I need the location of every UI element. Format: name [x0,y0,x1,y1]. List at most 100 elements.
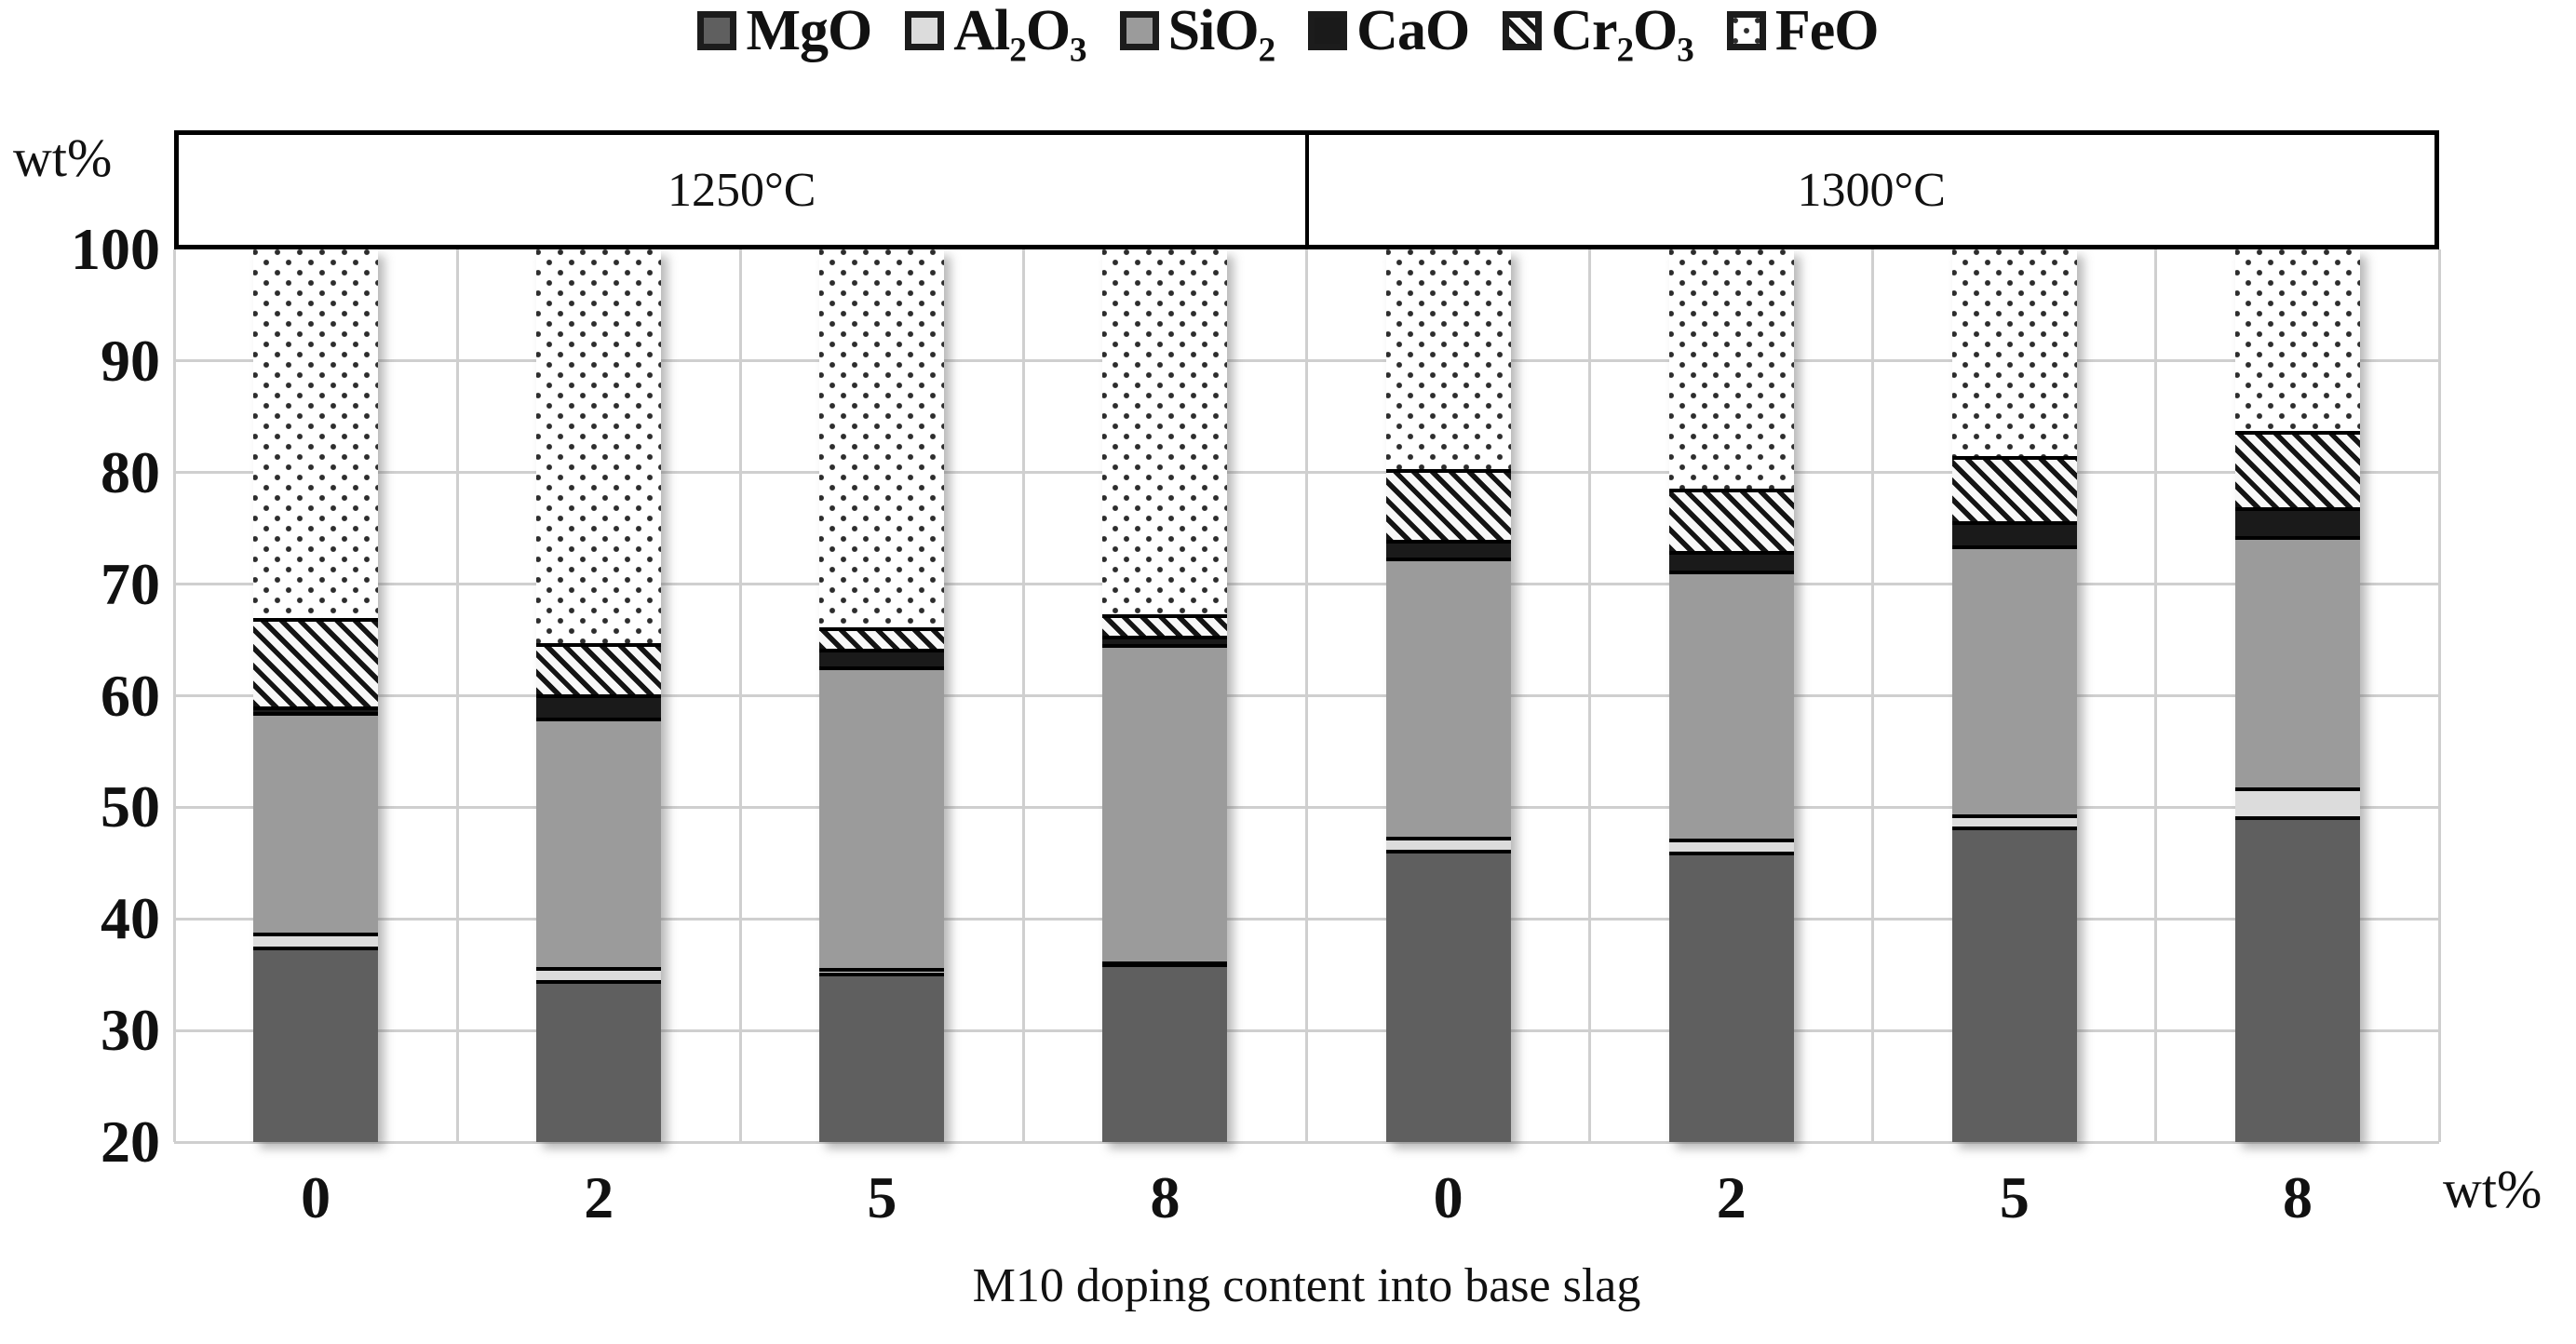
temperature-label-1250: 1250°C [668,163,816,217]
bar-segment-mgo [1951,826,2077,1142]
x-tick-label-6: 5 [1999,1164,2030,1230]
legend-item-cao: CaO [1308,0,1470,62]
bar-segment-cr2o3 [1102,613,1228,636]
bar-1250c-8 [1102,249,1228,1142]
bar-1300c-2 [1668,249,1794,1142]
y-tick-label-20: 20 [101,1109,160,1175]
legend-label-sio2: SiO₂ [1167,0,1276,62]
legend-swatch-al2o3-icon [905,11,945,50]
y-tick-label-70: 70 [101,550,160,617]
bar-segment-cao [253,706,379,713]
bar-segment-feo [1102,249,1228,614]
bar-segment-al2o3 [1102,961,1228,965]
bar-segment-al2o3 [1668,838,1794,853]
bar-1300c-0 [1385,249,1511,1142]
bar-segment-al2o3 [253,932,379,948]
bar-segment-sio2 [1385,557,1511,837]
y-tick-label-80: 80 [101,438,160,505]
x-tick-label-2: 5 [867,1164,897,1230]
horizontal-gridline [174,1028,2439,1032]
vertical-gridline [2437,249,2441,1142]
legend-item-feo: FeO [1726,0,1880,62]
bar-segment-mgo [253,947,379,1142]
bar-segment-cao [819,649,945,667]
bar-segment-cao [1668,550,1794,571]
bar-segment-al2o3 [819,967,945,973]
x-tick-label-7: 8 [2282,1164,2313,1230]
bar-segment-al2o3 [1951,813,2077,827]
bar-segment-mgo [1385,849,1511,1142]
bar-segment-sio2 [2234,536,2360,787]
bar-segment-cr2o3 [1668,488,1794,551]
bar-1250c-5 [819,249,945,1142]
bar-1300c-5 [1951,249,2077,1142]
legend-item-sio2: SiO₂ [1119,0,1276,62]
bar-segment-cr2o3 [253,617,379,707]
bar-segment-cao [536,694,662,719]
bar-segment-mgo [819,972,945,1142]
y-axis-unit-label: wt% [13,128,113,188]
bar-segment-mgo [2234,815,2360,1142]
legend-swatch-cr2o3-icon [1503,11,1543,50]
horizontal-gridline [174,583,2439,586]
bar-segment-mgo [1102,963,1228,1142]
y-tick-label-90: 90 [101,327,160,394]
bar-segment-sio2 [1668,571,1794,839]
legend-label-mgo: MgO [746,0,872,62]
y-tick-label-30: 30 [101,997,160,1064]
legend-item-mgo: MgO [697,0,872,62]
horizontal-gridline [174,694,2439,697]
legend-swatch-sio2-icon [1119,11,1159,50]
legend-label-al2o3: Al₂O₃ [953,0,1086,62]
bar-segment-feo [819,249,945,628]
x-tick-label-4: 0 [1433,1164,1463,1230]
temperature-header-box: 1250°C 1300°C [174,130,2439,249]
y-tick-label-40: 40 [101,885,160,952]
bar-segment-al2o3 [1385,836,1511,850]
bar-segment-al2o3 [536,966,662,981]
bar-segment-feo [536,249,662,644]
horizontal-gridline [174,359,2439,363]
temperature-label-1300: 1300°C [1304,135,2435,245]
bar-segment-cao [1102,635,1228,645]
chart-legend: MgO Al₂O₃ SiO₂ CaO Cr₂O₃ FeO [0,2,2576,60]
x-axis-unit-label: wt% [2443,1159,2542,1219]
bar-segment-cao [1385,539,1511,558]
x-axis-title: M10 doping content into base slag [972,1259,1641,1312]
plot-area [172,249,2441,1144]
bar-segment-cr2o3 [1951,455,2077,522]
legend-item-cr2o3: Cr₂O₃ [1503,0,1694,62]
legend-label-feo: FeO [1774,0,1880,62]
legend-swatch-mgo-icon [697,11,737,50]
bar-segment-cr2o3 [819,627,945,650]
x-tick-label-0: 0 [301,1164,331,1230]
horizontal-gridline [174,1140,2439,1144]
y-tick-label-50: 50 [101,773,160,840]
bar-1300c-8 [2234,249,2360,1142]
bar-segment-sio2 [536,718,662,967]
legend-label-cao: CaO [1356,0,1470,62]
bar-segment-cr2o3 [2234,431,2360,507]
bar-segment-feo [1951,249,2077,456]
y-tick-label-100: 100 [71,216,160,282]
bar-segment-sio2 [1102,644,1228,961]
horizontal-gridline [174,471,2439,475]
bar-segment-sio2 [253,712,379,933]
bar-segment-feo [2234,249,2360,432]
bar-segment-feo [1668,249,1794,489]
horizontal-gridline [174,917,2439,921]
bar-segment-cao [1951,521,2077,545]
bar-1250c-2 [536,249,662,1142]
x-tick-label-1: 2 [584,1164,614,1230]
x-tick-label-3: 8 [1150,1164,1180,1230]
bar-segment-sio2 [819,666,945,968]
bar-segment-cr2o3 [536,643,662,695]
legend-item-al2o3: Al₂O₃ [905,0,1087,62]
bar-segment-feo [1385,249,1511,470]
legend-swatch-cao-icon [1308,11,1348,50]
bar-segment-sio2 [1951,544,2077,814]
bar-segment-mgo [536,980,662,1142]
bar-1250c-0 [253,249,379,1142]
legend-label-cr2o3: Cr₂O₃ [1551,0,1694,62]
